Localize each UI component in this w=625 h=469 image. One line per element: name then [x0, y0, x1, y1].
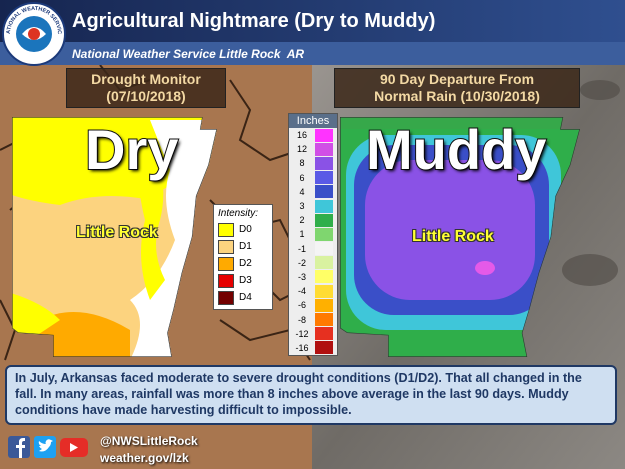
legend-label: -2: [297, 257, 306, 268]
magenta: [475, 261, 495, 275]
description: In July, Arkansas faced moderate to seve…: [5, 365, 617, 425]
swatch: [315, 213, 333, 227]
legend-label: D4: [239, 292, 252, 303]
map-label: Little Rock: [412, 228, 494, 245]
legend-item: 1: [289, 227, 337, 241]
legend-label: 6: [299, 172, 305, 183]
title-line: (07/10/2018): [106, 88, 186, 104]
swatch: [315, 270, 333, 284]
legend-item: -8: [289, 312, 337, 327]
swatch: [218, 273, 234, 288]
legend-label: -3: [297, 271, 306, 282]
handle: @NWSLittleRock: [100, 434, 198, 448]
legend-label: -4: [297, 286, 306, 297]
header-bar: [0, 0, 625, 42]
swatch: [315, 341, 333, 355]
footer: @NWSLittleRock weather.gov/lzk: [100, 433, 198, 467]
legend-item: -3: [289, 270, 337, 284]
legend-label: D3: [239, 275, 252, 286]
legend-label: -6: [297, 300, 306, 311]
swatch: [315, 242, 333, 256]
legend-label: -8: [297, 314, 306, 325]
subtitle: National Weather Service Little Rock AR: [72, 47, 304, 61]
legend-label: D2: [239, 258, 252, 269]
drought-map: [12, 117, 217, 357]
swatch: [315, 185, 333, 199]
legend-title: Inches: [289, 114, 337, 128]
swatch: [218, 256, 234, 271]
legend-item: -2: [289, 256, 337, 270]
legend-item: -1: [289, 242, 337, 256]
d0-east: [138, 140, 165, 300]
legend-item: D1: [218, 238, 268, 255]
legend-item: -16: [289, 341, 337, 355]
legend-label: D0: [239, 224, 252, 235]
nws-logo: NATIONAL WEATHER SERVICE: [0, 0, 66, 66]
swatch: [315, 142, 333, 156]
legend-label: -1: [297, 243, 306, 254]
legend-label: D1: [239, 241, 252, 252]
legend-label: 12: [296, 144, 307, 155]
swatch: [218, 222, 234, 237]
swatch: [315, 199, 333, 213]
title-line: Normal Rain (10/30/2018): [374, 88, 540, 104]
rain-legend: Inches 16 12 8 6 4 3 2 1 -1 -2 -3 -4 -6 -8 -12 -16: [288, 113, 338, 356]
legend-item: 3: [289, 199, 337, 213]
url: weather.gov/lzk: [100, 451, 189, 465]
d0-sw: [12, 290, 60, 340]
swatch: [315, 284, 333, 298]
legend-item: 2: [289, 213, 337, 227]
legend-item: 8: [289, 156, 337, 170]
title: Agricultural Nightmare (Dry to Muddy): [72, 10, 435, 32]
legend-item: 16: [289, 128, 337, 142]
social-icons: [8, 436, 88, 458]
right-panel-title: 90 Day Departure From Normal Rain (10/30…: [334, 68, 580, 108]
legend-item: 6: [289, 171, 337, 185]
legend-label: 16: [296, 130, 307, 141]
d2: [30, 312, 130, 357]
title-line: Drought Monitor: [91, 71, 201, 87]
title-line: 90 Day Departure From: [379, 71, 535, 87]
big-word: Dry: [84, 118, 179, 181]
legend-item: D0: [218, 221, 268, 238]
legend-item: D4: [218, 289, 268, 306]
legend-label: -16: [295, 342, 309, 353]
swatch: [315, 171, 333, 185]
swatch: [218, 290, 234, 305]
swatch: [315, 156, 333, 170]
legend-label: 4: [299, 186, 305, 197]
legend-item: D3: [218, 272, 268, 289]
legend-item: -4: [289, 284, 337, 298]
legend-item: -12: [289, 327, 337, 341]
drought-legend: Intensity: D0 D1 D2 D3 D4: [213, 204, 273, 310]
legend-item: 12: [289, 142, 337, 156]
swatch: [315, 256, 333, 270]
legend-label: -12: [295, 328, 309, 339]
legend-label: 1: [299, 229, 305, 240]
legend-label: 8: [299, 158, 305, 169]
green-top: [340, 117, 580, 129]
swatch: [315, 327, 333, 341]
legend-item: -6: [289, 298, 337, 312]
legend-label: 3: [299, 201, 305, 212]
subtitle-bar: [0, 42, 625, 65]
swatch: [315, 313, 333, 327]
big-word: Muddy: [365, 118, 547, 181]
legend-title: Intensity:: [218, 208, 259, 219]
map-label: Little Rock: [76, 224, 158, 241]
swatch: [315, 128, 333, 142]
left-panel-title: Drought Monitor (07/10/2018): [66, 68, 226, 108]
swatch: [218, 239, 234, 254]
legend-label: 2: [299, 215, 305, 226]
legend-item: 4: [289, 185, 337, 199]
legend-item: D2: [218, 255, 268, 272]
swatch: [315, 227, 333, 241]
swatch: [315, 298, 333, 312]
